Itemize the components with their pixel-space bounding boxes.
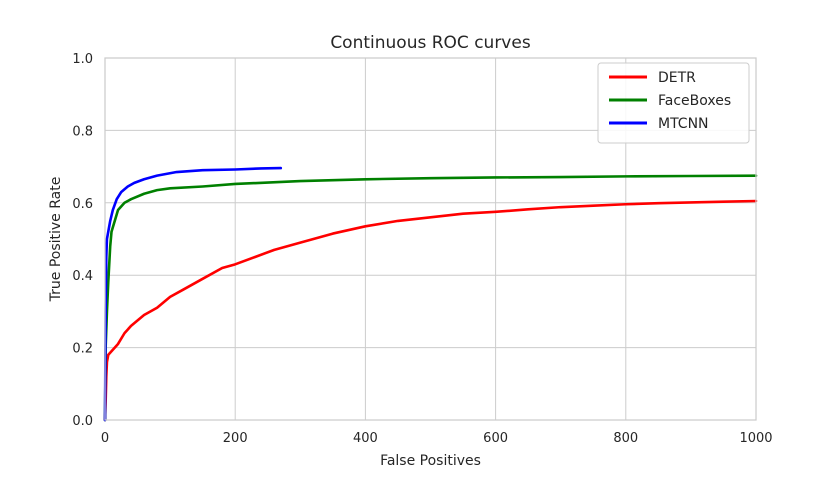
x-tick-label: 0	[101, 431, 109, 446]
series-line-detr	[103, 199, 758, 422]
y-tick-label: 1.0	[72, 52, 93, 67]
x-axis-label: False Positives	[380, 453, 481, 469]
y-tick-label: 0.6	[72, 197, 93, 212]
x-tick-labels: 0 200 400 600 800 1000	[101, 431, 773, 446]
legend: DETR FaceBoxes MTCNN	[597, 62, 750, 144]
legend-label-faceboxes: FaceBoxes	[658, 93, 731, 109]
x-tick-label: 1000	[739, 431, 772, 446]
y-tick-labels: 0.0 0.2 0.4 0.6 0.8 1.0	[72, 52, 93, 429]
y-tick-label: 0.8	[72, 124, 93, 139]
y-tick-label: 0.2	[72, 342, 93, 357]
legend-label-mtcnn: MTCNN	[658, 116, 709, 132]
y-axis-label: True Positive Rate	[48, 177, 64, 303]
y-tick-label: 0.4	[72, 269, 93, 284]
x-tick-label: 600	[483, 431, 508, 446]
x-tick-label: 400	[353, 431, 378, 446]
series-line-mtcnn	[103, 166, 283, 422]
x-tick-label: 800	[613, 431, 638, 446]
series-line-faceboxes	[103, 174, 758, 422]
y-tick-label: 0.0	[72, 414, 93, 429]
plot-frame	[104, 57, 757, 421]
x-tick-label: 200	[223, 431, 248, 446]
legend-label-detr: DETR	[658, 70, 696, 86]
chart-title: Continuous ROC curves	[330, 33, 531, 53]
series-lines	[103, 166, 758, 422]
